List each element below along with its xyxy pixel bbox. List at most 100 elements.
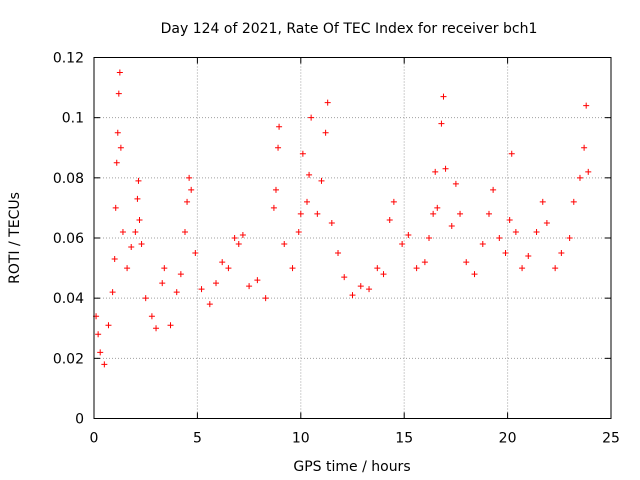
data-point — [113, 159, 120, 166]
data-point — [134, 195, 141, 202]
data-point — [349, 292, 356, 299]
data-point — [281, 241, 288, 248]
data-point — [566, 235, 573, 241]
data-point — [114, 129, 121, 136]
data-point — [135, 177, 142, 184]
x-tick-label: 0 — [90, 431, 99, 447]
data-point — [159, 280, 166, 287]
data-point — [206, 301, 213, 308]
data-point — [308, 114, 315, 121]
data-point — [138, 241, 145, 248]
data-point — [328, 219, 335, 226]
data-point — [519, 265, 526, 272]
data-point — [262, 295, 269, 302]
data-point — [374, 265, 381, 272]
data-point — [405, 231, 412, 238]
data-point — [324, 99, 331, 106]
data-point — [581, 144, 588, 151]
data-point — [186, 174, 193, 181]
y-axis-label: ROTI / TECUs — [7, 192, 23, 284]
data-point — [254, 277, 261, 284]
data-point — [421, 259, 428, 266]
data-point — [512, 228, 519, 235]
data-point — [192, 250, 199, 257]
data-point — [295, 228, 302, 235]
data-point — [335, 250, 342, 257]
data-point — [112, 204, 119, 211]
data-point — [508, 150, 515, 157]
y-tick-label: 0.06 — [53, 231, 84, 247]
data-point — [485, 210, 492, 217]
data-point — [289, 265, 296, 272]
data-point — [299, 150, 306, 157]
data-point — [552, 265, 559, 272]
data-point — [533, 228, 540, 235]
data-point — [153, 325, 160, 332]
data-point — [304, 198, 311, 205]
data-point — [142, 295, 149, 302]
data-point — [132, 228, 139, 235]
data-point — [399, 241, 406, 248]
data-point — [430, 210, 437, 217]
grid — [94, 57, 611, 419]
data-point — [390, 198, 397, 205]
data-point — [413, 265, 420, 272]
x-tick-label: 5 — [193, 431, 202, 447]
chart-title: Day 124 of 2021, Rate Of TEC Index for r… — [161, 21, 538, 37]
data-points — [93, 69, 592, 368]
x-tick-label: 10 — [292, 431, 310, 447]
data-point — [101, 361, 108, 368]
data-point — [219, 259, 226, 266]
data-point — [95, 331, 102, 338]
data-point — [105, 322, 112, 329]
data-point — [434, 204, 441, 211]
data-point — [272, 186, 279, 193]
data-point — [306, 171, 313, 178]
data-point — [188, 186, 195, 193]
x-axis-label: GPS time / hours — [293, 459, 410, 475]
data-point — [198, 286, 205, 293]
y-tick-label: 0.1 — [62, 111, 84, 127]
data-point — [115, 90, 122, 97]
data-point — [438, 120, 445, 127]
data-point — [558, 250, 565, 257]
data-point — [463, 259, 470, 266]
data-point — [124, 265, 131, 272]
data-point — [225, 265, 232, 272]
data-point — [432, 168, 439, 175]
data-point — [128, 244, 135, 251]
data-point — [318, 177, 325, 184]
data-point — [184, 198, 191, 205]
data-point — [471, 271, 478, 278]
y-tick-label: 0.02 — [53, 351, 84, 367]
data-point — [148, 313, 155, 320]
x-tick-label: 15 — [395, 431, 413, 447]
data-point — [570, 198, 577, 205]
data-point — [136, 216, 143, 223]
data-point — [452, 180, 459, 187]
data-point — [426, 235, 433, 241]
data-point — [167, 322, 174, 329]
data-point — [297, 210, 304, 217]
data-point — [341, 274, 348, 281]
data-point — [539, 198, 546, 205]
data-point — [181, 228, 188, 235]
data-point — [543, 219, 550, 226]
y-tick-label: 0.04 — [53, 291, 84, 307]
y-tick-label: 0.12 — [53, 51, 84, 67]
data-point — [276, 123, 283, 130]
data-point — [576, 174, 583, 181]
data-point — [177, 271, 184, 278]
data-point — [314, 210, 321, 217]
data-point — [117, 144, 124, 151]
data-point — [111, 256, 118, 263]
data-point — [585, 168, 592, 175]
data-point — [173, 289, 180, 296]
data-point — [322, 129, 329, 136]
data-point — [440, 93, 447, 100]
data-point — [583, 102, 590, 109]
y-tick-label: 0.08 — [53, 171, 84, 187]
data-point — [246, 283, 253, 290]
data-point — [496, 235, 503, 241]
